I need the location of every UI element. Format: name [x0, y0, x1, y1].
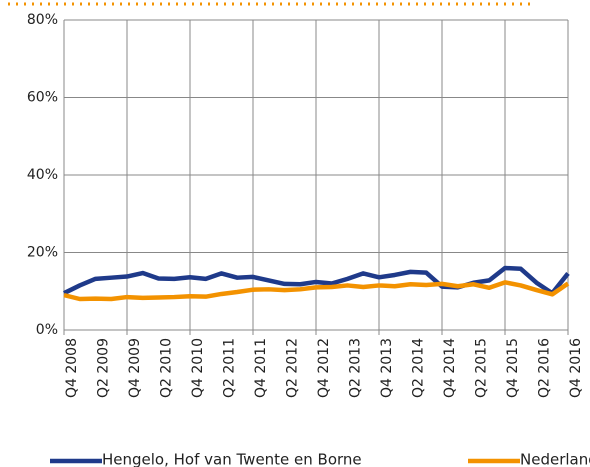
- x-tick-label: Q4 2008: [64, 338, 80, 398]
- y-tick-label: 20%: [27, 245, 58, 261]
- x-tick-label: Q2 2009: [96, 338, 112, 398]
- x-tick-label: Q4 2011: [253, 338, 269, 398]
- x-tick-label: Q4 2013: [379, 338, 395, 398]
- x-tick-label: Q2 2014: [411, 338, 427, 398]
- x-tick-label: Q4 2016: [568, 338, 584, 398]
- x-tick-label: Q2 2013: [348, 338, 364, 398]
- x-tick-label: Q4 2012: [316, 338, 332, 398]
- legend-label: Nederland: [520, 451, 590, 467]
- y-tick-label: 0%: [36, 322, 58, 338]
- x-tick-label: Q2 2016: [537, 338, 553, 398]
- x-tick-label: Q4 2010: [190, 338, 206, 398]
- y-tick-label: 80%: [27, 12, 58, 28]
- x-tick-label: Q4 2015: [505, 338, 521, 398]
- y-tick-label: 40%: [27, 167, 58, 183]
- x-tick-label: Q2 2010: [159, 338, 175, 398]
- legend-label: Hengelo, Hof van Twente en Borne: [102, 451, 362, 467]
- x-tick-label: Q2 2015: [474, 338, 490, 398]
- x-tick-label: Q4 2014: [442, 338, 458, 398]
- series-line: [63, 265, 570, 296]
- x-tick-label: Q4 2009: [127, 338, 143, 398]
- x-tick-label: Q2 2011: [222, 338, 238, 398]
- series-line: [63, 280, 570, 302]
- x-tick-label: Q2 2012: [285, 338, 301, 398]
- y-tick-label: 60%: [27, 90, 58, 106]
